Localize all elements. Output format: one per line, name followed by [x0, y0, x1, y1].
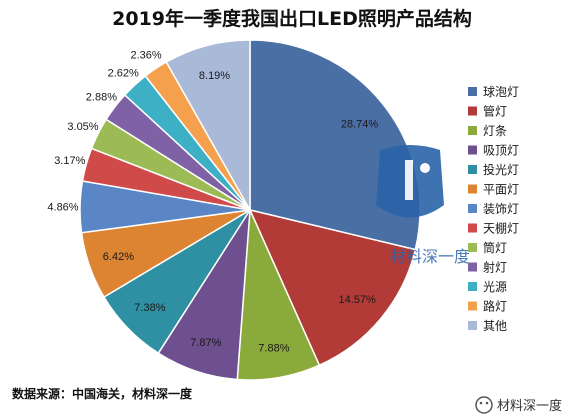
legend-label: 光源: [483, 280, 507, 294]
legend-swatch: [468, 321, 477, 330]
legend-label: 筒灯: [483, 240, 507, 255]
legend-label: 投光灯: [483, 162, 519, 177]
slice-data-label: 2.36%: [130, 50, 161, 62]
legend-swatch: [468, 126, 477, 135]
chart-title: 2019年一季度我国出口LED照明产品结构: [112, 7, 472, 30]
legend-swatch: [468, 106, 477, 116]
legend-swatch: [468, 87, 477, 96]
legend-label: 路灯: [483, 299, 507, 314]
legend-swatch: [468, 282, 477, 291]
legend-label: 天棚灯: [483, 221, 519, 236]
wechat-icon: [475, 396, 493, 414]
legend-swatch: [468, 145, 477, 155]
legend-label: 吸顶灯: [483, 144, 519, 158]
slice-data-label: 7.88%: [258, 342, 289, 354]
slice-data-label: 3.05%: [67, 121, 98, 133]
legend-swatch: [468, 243, 477, 252]
account-name: 材料深一度: [497, 398, 562, 414]
legend-swatch: [468, 165, 477, 174]
legend-swatch: [468, 262, 477, 272]
slice-data-label: 8.19%: [199, 70, 230, 82]
slice-data-label: 7.38%: [134, 302, 165, 314]
slice-data-label: 6.42%: [103, 251, 134, 263]
slice-data-label: 14.57%: [339, 294, 377, 306]
legend-label: 平面灯: [483, 183, 519, 197]
slice-data-label: 7.87%: [190, 337, 221, 349]
data-source-note: 数据来源：中国海关，材料深一度: [12, 386, 193, 401]
legend-swatch: [468, 223, 477, 233]
legend-label: 射灯: [483, 260, 507, 275]
slice-data-label: 4.86%: [47, 202, 78, 214]
legend-label: 球泡灯: [483, 85, 519, 99]
slice-data-label: 2.62%: [108, 68, 139, 80]
slice-data-label: 3.17%: [54, 155, 85, 167]
watermark-logo-icon: [376, 145, 444, 218]
pie-slice: [248, 208, 417, 367]
legend-label: 其他: [483, 319, 507, 333]
slice-data-label: 2.88%: [86, 91, 117, 103]
pie-slice: [165, 39, 251, 213]
legend-swatch: [468, 204, 477, 213]
legend-swatch: [468, 301, 477, 311]
legend-label: 装饰灯: [483, 202, 519, 216]
legend-label: 管灯: [483, 104, 507, 119]
slice-data-label: 28.74%: [341, 119, 379, 131]
wechat-account-badge: 材料深一度: [475, 396, 562, 414]
legend-swatch: [468, 184, 477, 194]
legend-label: 灯条: [483, 124, 507, 138]
watermark-text: 材料深一度: [390, 247, 470, 266]
pie-slices: [79, 39, 421, 381]
pie-data-labels: 28.74% 14.57% 7.88% 7.87% 7.38% 6.42% 4.86% 3.1…: [47, 50, 378, 355]
